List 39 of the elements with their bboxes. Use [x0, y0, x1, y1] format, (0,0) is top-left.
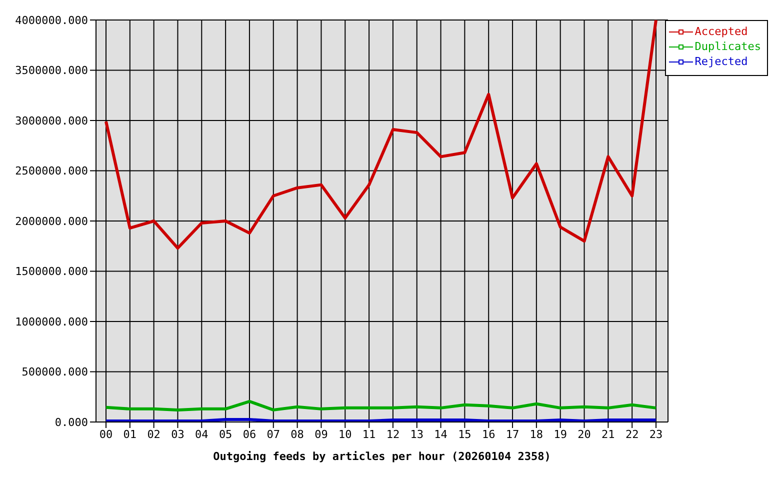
- y-tick-label: 1000000.000: [15, 315, 88, 328]
- x-tick-label: 05: [218, 428, 232, 441]
- x-tick-label: 11: [362, 428, 376, 441]
- x-tick-label: 00: [99, 428, 113, 441]
- y-tick-label: 2500000.000: [15, 164, 88, 178]
- x-tick-label: 06: [242, 428, 256, 441]
- x-tick-label: 17: [506, 428, 520, 441]
- line-series: [104, 20, 658, 250]
- x-tick-label: 19: [554, 428, 567, 441]
- y-tick-label: 500000.000: [22, 366, 88, 379]
- x-tick-label: 21: [602, 428, 615, 441]
- y-tick-label: 3000000.000: [15, 114, 88, 128]
- x-tick-label: 14: [434, 428, 448, 441]
- x-tick-label: 23: [649, 428, 663, 441]
- y-tick-label: 3500000.000: [15, 64, 88, 78]
- x-tick-label: 08: [290, 428, 304, 441]
- x-tick-label: 12: [386, 428, 400, 441]
- y-tick-label: 2000000.000: [15, 214, 88, 228]
- x-tick-label: 22: [625, 428, 639, 441]
- x-tick-label: 07: [266, 428, 280, 441]
- legend-label: Rejected: [694, 54, 748, 69]
- y-tick-label: 1500000.000: [15, 265, 88, 278]
- x-tick-label: 02: [147, 428, 160, 441]
- x-axis-title: Outgoing feeds by articles per hour (20260104 2358): [213, 450, 551, 463]
- x-tick-label: 15: [458, 428, 472, 441]
- legend-label: Duplicates: [694, 39, 761, 54]
- line-series: [104, 400, 658, 412]
- x-tick-label: 18: [530, 428, 544, 441]
- x-tick-label: 10: [338, 428, 352, 441]
- x-tick-label: 16: [482, 428, 496, 441]
- x-tick-label: 09: [314, 428, 328, 441]
- x-tick-label: 03: [171, 428, 184, 441]
- x-tick-label: 01: [123, 428, 137, 441]
- y-tick-label: 0.000: [54, 416, 88, 429]
- x-tick-label: 20: [578, 428, 591, 441]
- x-tick-label: 04: [195, 428, 209, 441]
- x-tick-label: 13: [410, 428, 424, 441]
- y-tick-label: 4000000.000: [15, 14, 88, 27]
- legend-label: Accepted: [694, 24, 748, 39]
